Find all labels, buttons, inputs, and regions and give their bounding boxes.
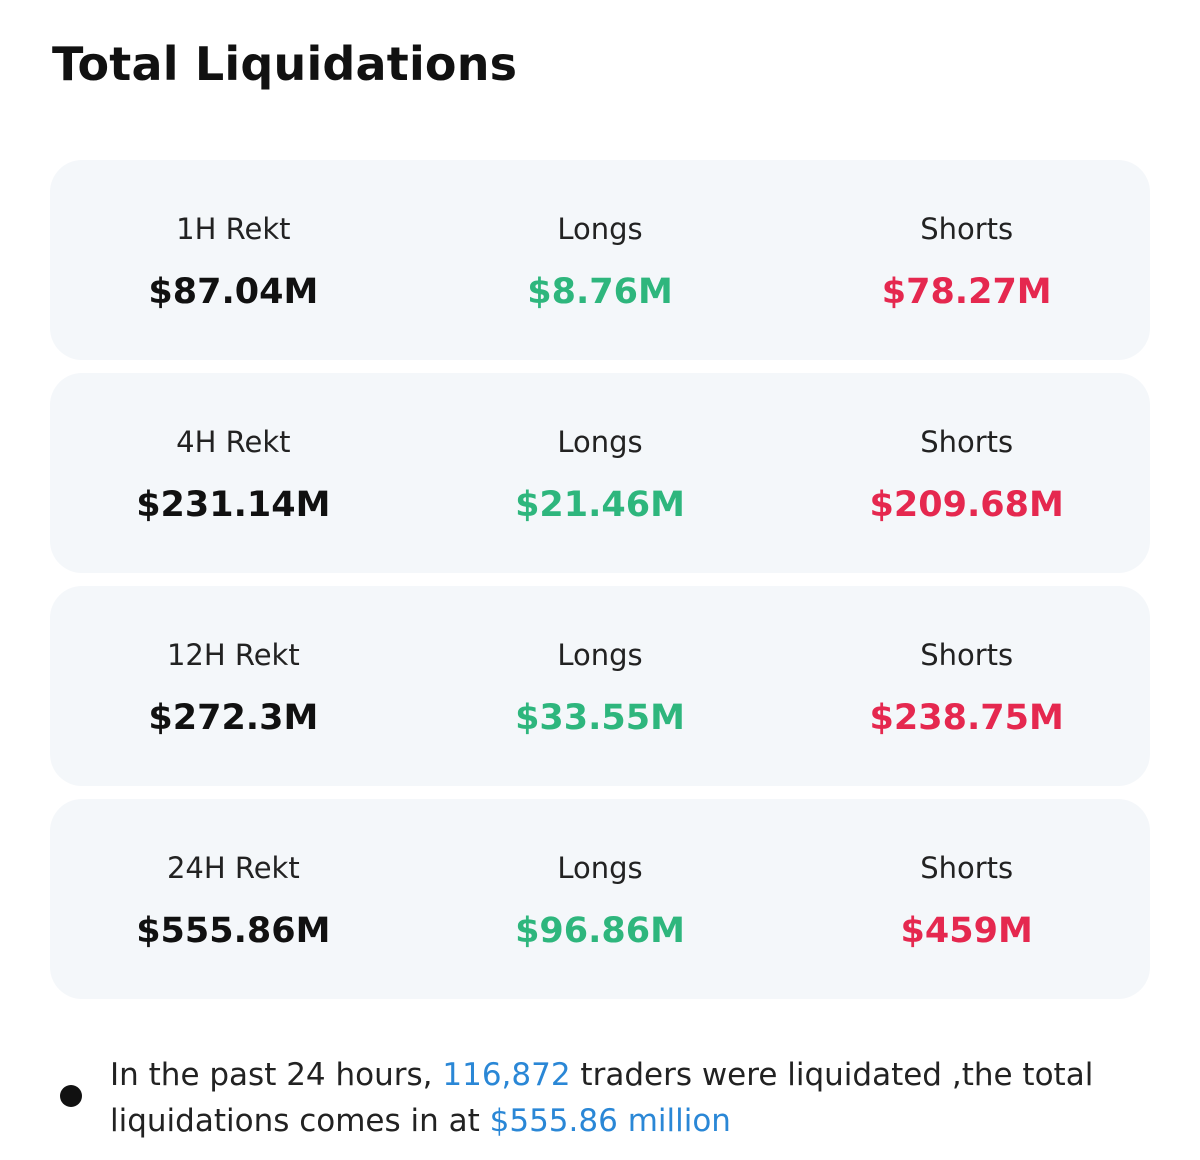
longs-value: $8.76M [527,272,673,312]
shorts-value: $78.27M [881,272,1052,312]
period-label: 24H Rekt [166,851,300,885]
shorts-value: $459M [900,911,1033,951]
total-column: 24H Rekt $555.86M [50,799,417,999]
total-column: 1H Rekt $87.04M [50,160,417,360]
total-amount: $555.86 million [489,1103,731,1139]
longs-value: $96.86M [515,911,685,951]
total-value: $555.86M [136,911,331,951]
period-card-24h: 24H Rekt $555.86M Longs $96.86M Shorts $… [50,799,1150,999]
longs-value: $33.55M [515,698,685,738]
bullet-dot-icon [60,1085,82,1107]
traders-count: 116,872 [442,1057,571,1093]
page-title: Total Liquidations [52,37,518,91]
shorts-value: $209.68M [869,485,1064,525]
period-label: 4H Rekt [176,425,291,459]
period-label: 1H Rekt [176,212,291,246]
longs-label: Longs [557,851,643,885]
longs-column: Longs $21.46M [417,373,784,573]
total-value: $272.3M [148,698,319,738]
longs-label: Longs [557,638,643,672]
summary-text: In the past 24 hours, 116,872 traders we… [110,1052,1170,1144]
shorts-value: $238.75M [869,698,1064,738]
longs-label: Longs [557,212,643,246]
shorts-column: Shorts $238.75M [783,586,1150,786]
period-card-12h: 12H Rekt $272.3M Longs $33.55M Shorts $2… [50,586,1150,786]
summary-middle: traders were liquidated ,the total liqui… [110,1057,1094,1139]
shorts-label: Shorts [920,851,1014,885]
longs-label: Longs [557,425,643,459]
longs-column: Longs $33.55M [417,586,784,786]
longs-column: Longs $96.86M [417,799,784,999]
shorts-column: Shorts $459M [783,799,1150,999]
longs-column: Longs $8.76M [417,160,784,360]
total-column: 4H Rekt $231.14M [50,373,417,573]
longs-value: $21.46M [515,485,685,525]
summary-note: In the past 24 hours, 116,872 traders we… [60,1052,1170,1144]
shorts-label: Shorts [920,638,1014,672]
period-card-1h: 1H Rekt $87.04M Longs $8.76M Shorts $78.… [50,160,1150,360]
liquidation-cards: 1H Rekt $87.04M Longs $8.76M Shorts $78.… [50,160,1150,1012]
total-value: $231.14M [136,485,331,525]
total-column: 12H Rekt $272.3M [50,586,417,786]
summary-prefix: In the past 24 hours, [110,1057,443,1093]
period-label: 12H Rekt [166,638,300,672]
shorts-label: Shorts [920,425,1014,459]
shorts-column: Shorts $209.68M [783,373,1150,573]
total-value: $87.04M [148,272,319,312]
shorts-column: Shorts $78.27M [783,160,1150,360]
shorts-label: Shorts [920,212,1014,246]
period-card-4h: 4H Rekt $231.14M Longs $21.46M Shorts $2… [50,373,1150,573]
